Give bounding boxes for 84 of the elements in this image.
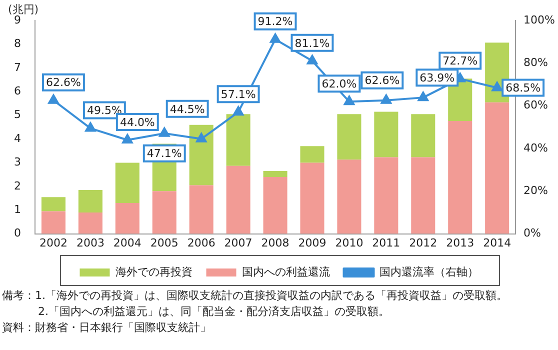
bar <box>485 102 510 234</box>
point <box>380 94 392 104</box>
text: 資料：財務省・日本銀行「国際収支統計」 <box>2 320 212 336</box>
data-label: 63.9% <box>420 71 455 84</box>
data-label: 44.5% <box>170 102 205 116</box>
bar <box>152 191 176 234</box>
data-label: 68.5% <box>506 82 541 95</box>
bar <box>374 157 398 234</box>
bar <box>300 162 324 234</box>
x-tick-label: 2004 <box>113 236 142 250</box>
y-tick-label: 8 <box>14 37 21 50</box>
data-label: 62.0% <box>322 77 357 90</box>
y-tick-label: 0 <box>14 226 21 240</box>
y-tick-label: 2 <box>14 179 21 192</box>
legend-label: 国内還流率（右軸） <box>379 265 478 278</box>
x-tick-label: 2009 <box>298 236 326 250</box>
data-label: 62.6% <box>46 76 81 90</box>
y-tick-label: 3 <box>14 156 21 169</box>
bar <box>78 190 102 212</box>
bar <box>411 157 436 234</box>
x-tick-label: 2006 <box>187 236 216 250</box>
data-label: 72.7% <box>442 54 478 68</box>
bar <box>41 197 66 212</box>
bar <box>189 124 214 186</box>
y-tick-label: 6 <box>14 84 21 98</box>
bar <box>300 146 324 163</box>
bar <box>226 114 250 166</box>
bar <box>337 160 362 234</box>
data-label: 62.6% <box>364 74 400 88</box>
y-tick-label: 4 <box>14 132 21 145</box>
bar <box>374 112 398 158</box>
x-tick-label: 2003 <box>76 236 104 250</box>
x-tick-label: 2007 <box>224 236 252 250</box>
x-tick-label: 2002 <box>39 236 68 250</box>
y-tick-label: 9 <box>14 13 21 26</box>
y-axis-title: (兆円) <box>8 2 39 16</box>
y-tick-label: 1 <box>14 202 21 216</box>
text: 備考：1.「海外での再投資」は、国際収支統計の直接投資収益の内訳である「再投資収益」の受取額。 <box>2 288 508 304</box>
bar <box>78 212 102 234</box>
legend-label: 国内への利益還流 <box>242 265 330 278</box>
bar <box>448 121 472 234</box>
x-tick-label: 2013 <box>446 236 474 250</box>
point <box>344 96 355 106</box>
point <box>270 33 281 43</box>
bar <box>115 162 140 204</box>
data-label: 49.5% <box>86 104 122 118</box>
bar <box>115 203 140 234</box>
bar <box>41 211 66 234</box>
point <box>492 82 502 92</box>
x-tick-label: 2011 <box>372 236 400 250</box>
point <box>85 122 96 132</box>
bar <box>189 185 214 234</box>
y2-tick-label: 80% <box>524 56 548 70</box>
data-label: 57.1% <box>220 88 256 101</box>
bar <box>263 171 288 177</box>
point <box>418 92 428 102</box>
point <box>48 94 59 104</box>
data-label: 47.1% <box>146 147 182 160</box>
point <box>306 54 318 64</box>
y-tick-label: 7 <box>14 60 21 74</box>
point <box>122 134 133 144</box>
y2-tick-label: 20% <box>524 184 548 198</box>
x-tick-label: 2010 <box>335 236 364 250</box>
bar <box>337 114 362 160</box>
y-tick-label: 5 <box>14 108 21 122</box>
y2-tick-label: 40% <box>524 141 548 154</box>
x-tick-label: 2005 <box>150 236 178 250</box>
y2-tick-label: 60% <box>524 98 548 112</box>
y2-tick-label: 100% <box>524 13 556 26</box>
x-tick-label: 2012 <box>409 236 438 250</box>
point <box>232 106 244 116</box>
data-label: 81.1% <box>294 36 330 50</box>
x-tick-label: 2008 <box>261 236 290 250</box>
point <box>159 127 170 137</box>
x-tick-label: 2014 <box>483 236 512 250</box>
data-label: 44.0% <box>120 116 155 129</box>
data-label: 91.2% <box>258 15 293 28</box>
y2-tick-label: 0% <box>524 226 542 240</box>
legend-label: 海外での再投資 <box>115 265 192 278</box>
bar <box>411 114 436 158</box>
bar <box>226 166 250 234</box>
point <box>196 132 207 142</box>
text: 2.「国内への利益還元」は、同「配当金・配分済支店収益」の受取額。 <box>37 304 390 320</box>
bar <box>263 176 288 234</box>
